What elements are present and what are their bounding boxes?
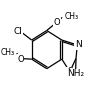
Text: NH₂: NH₂ (67, 69, 84, 78)
Text: O: O (54, 18, 60, 27)
Text: O: O (17, 55, 24, 64)
Text: Cl: Cl (13, 27, 22, 36)
Text: N: N (75, 40, 81, 49)
Text: S: S (67, 67, 73, 76)
Text: CH₃: CH₃ (1, 48, 15, 57)
Text: CH₃: CH₃ (64, 12, 78, 21)
